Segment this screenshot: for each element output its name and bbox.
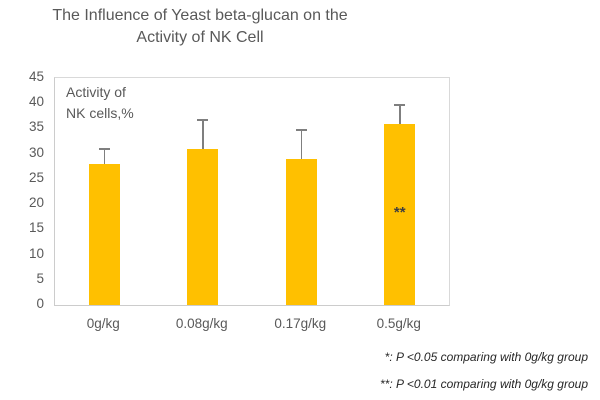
y-axis-label-line1: Activity of — [66, 84, 126, 100]
y-axis-label-line2: NK cells,% — [66, 105, 134, 121]
y-tick-label: 20 — [28, 195, 44, 211]
error-bar-line — [202, 118, 204, 149]
significance-marker: ** — [393, 204, 406, 221]
footnote-significance-2: **: P <0.01 comparing with 0g/kg group — [379, 377, 588, 391]
error-bar-line — [103, 147, 105, 164]
error-bar-cap — [197, 118, 209, 121]
error-bar-line — [300, 129, 302, 159]
x-category-label-0.17g/kg: 0.17g/kg — [274, 316, 327, 331]
bar-0.17g/kg — [285, 158, 317, 305]
y-axis-label: Activity of NK cells,% — [66, 82, 134, 124]
bar-0.08g/kg — [187, 148, 219, 305]
y-tick-label: 10 — [28, 245, 44, 261]
x-category-label-0.5g/kg: 0.5g/kg — [376, 316, 421, 331]
y-tick-label: 5 — [36, 270, 44, 286]
x-category-label-0.08g/kg: 0.08g/kg — [175, 316, 228, 331]
chart-title-line1: The Influence of Yeast beta-glucan on th… — [52, 7, 348, 24]
footnotes: *: P <0.05 comparing with 0g/kg group **… — [380, 350, 588, 392]
y-tick-label: 25 — [28, 169, 44, 185]
error-bar-cap — [295, 129, 307, 132]
footnote-significance-1: *: P <0.05 comparing with 0g/kg group — [384, 350, 588, 364]
y-tick-label: 15 — [28, 220, 44, 236]
y-tick-label: 0 — [36, 296, 44, 311]
y-tick-label: 35 — [28, 119, 44, 135]
error-bar-line — [399, 103, 401, 125]
x-category-label-0g/kg: 0g/kg — [86, 316, 120, 331]
plot-area: Activity of NK cells,% ** — [54, 77, 450, 306]
chart-title: The Influence of Yeast beta-glucan on th… — [0, 5, 400, 49]
chart-title-line2: Activity of NK Cell — [136, 29, 264, 46]
y-tick-label: 40 — [28, 94, 44, 110]
error-bar-cap — [98, 147, 110, 150]
y-tick-label: 45 — [28, 69, 44, 84]
bar-0.5g/kg — [384, 124, 416, 305]
error-bar-cap — [394, 103, 406, 106]
bar-0g/kg — [88, 163, 120, 305]
y-tick-label: 30 — [28, 144, 44, 160]
